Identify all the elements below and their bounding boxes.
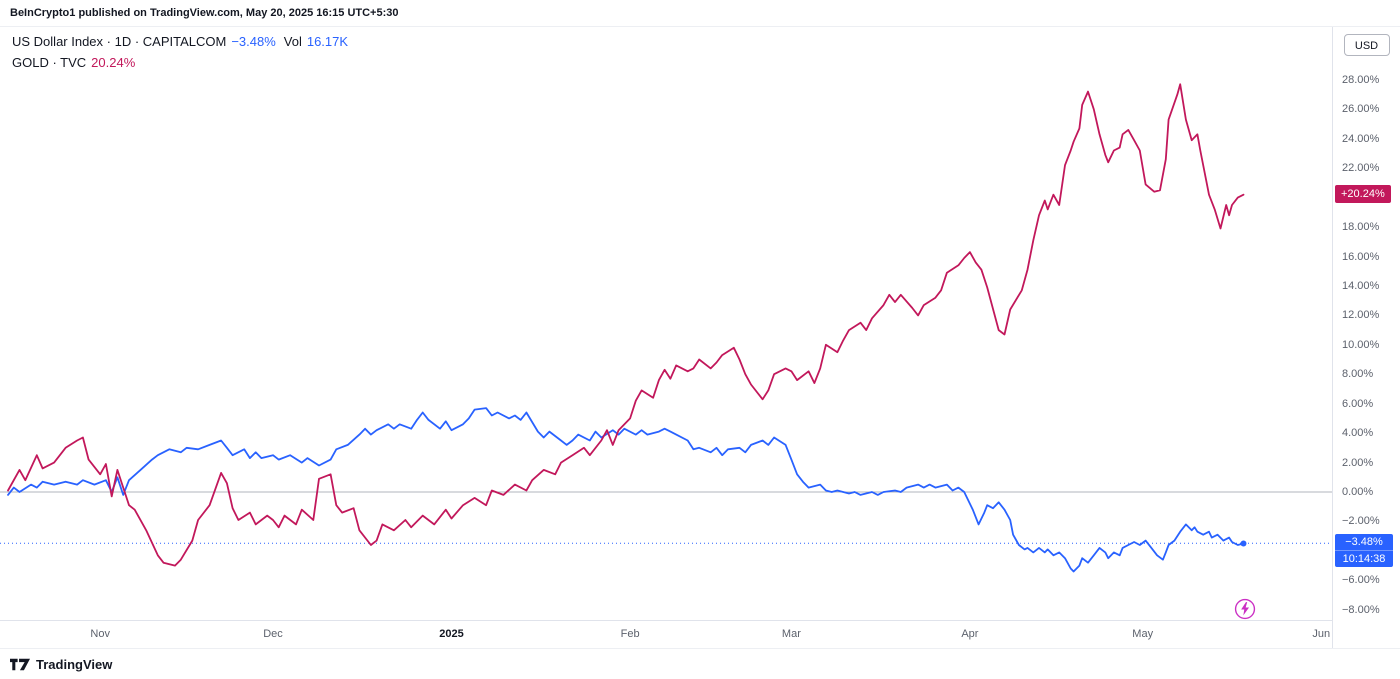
y-axis-label: 10.00% [1342,338,1380,351]
usdx-last-point-dot [1240,540,1247,547]
flash-button[interactable] [1234,598,1256,620]
y-axis-label: −2.00% [1342,515,1380,528]
x-axis-label: Apr [961,628,979,640]
legend-usdx-vol-value: 16.17K [306,34,349,49]
gold-price-badge: +20.24% [1335,185,1391,204]
y-axis-label: 12.00% [1342,309,1380,322]
chart-legend: US Dollar Index · 1D · CAPITALCOM −3.48%… [12,31,348,73]
tradingview-brand[interactable]: TradingView [36,656,113,672]
chart-plot-area[interactable]: US Dollar Index · 1D · CAPITALCOM −3.48%… [0,27,1332,620]
y-axis-label: −6.00% [1342,574,1380,587]
x-axis-label: May [1132,628,1154,640]
flash-icon [1234,598,1256,620]
publish-header: BeInCrypto1 published on TradingView.com… [0,0,1400,27]
y-axis-label: 22.00% [1342,162,1380,175]
y-axis-label: 6.00% [1342,397,1374,410]
x-axis-label: Mar [781,628,801,640]
currency-toggle-button[interactable]: USD [1343,34,1390,56]
x-axis-label: Dec [263,628,283,640]
legend-gold[interactable]: GOLD · TVC 20.24% [12,52,348,73]
y-axis-label: 28.00% [1342,73,1380,86]
y-axis-label: 8.00% [1342,368,1374,381]
y-axis-label: −8.00% [1342,603,1380,616]
y-axis-label: 14.00% [1342,279,1380,292]
x-axis-label: Feb [620,628,640,640]
x-axis-label: Nov [90,628,110,640]
x-axis-label: Jun [1312,628,1331,640]
gold-series-line [7,83,1245,567]
plot-svg[interactable] [0,27,1332,620]
usdx-price-value: −3.48% [1345,536,1383,549]
y-axis-label: 16.00% [1342,250,1380,263]
usdx-countdown: 10:14:38 [1335,550,1393,567]
legend-usdx[interactable]: US Dollar Index · 1D · CAPITALCOM −3.48%… [12,31,348,52]
x-axis-label: 2025 [439,628,464,640]
legend-usdx-vol-label: Vol [283,34,302,49]
publish-info: BeInCrypto1 published on TradingView.com… [10,7,399,19]
legend-gold-change: 20.24% [91,55,136,70]
legend-usdx-title[interactable]: US Dollar Index · 1D · CAPITALCOM [12,34,227,49]
usdx-series-line [7,407,1245,573]
footer: TradingView [0,648,1400,679]
y-axis-label: 0.00% [1342,486,1374,498]
price-scale[interactable]: USD +20.24% −3.48% 10:14:38 28.00% 26.00%… [1332,27,1400,648]
legend-usdx-change: −3.48% [231,34,276,49]
legend-gold-title[interactable]: GOLD · TVC [12,55,87,70]
y-axis-label: 2.00% [1342,456,1374,469]
tradingview-logo-icon[interactable] [10,658,30,671]
time-axis[interactable]: Nov Dec 2025 Feb Mar Apr May Jun [0,620,1332,648]
y-axis-label: 18.00% [1342,221,1380,233]
usdx-price-badge: −3.48% 10:14:38 [1335,534,1393,568]
y-axis-label: 24.00% [1342,132,1380,145]
y-axis-label: 26.00% [1342,103,1380,116]
y-axis-label: 4.00% [1342,427,1374,440]
